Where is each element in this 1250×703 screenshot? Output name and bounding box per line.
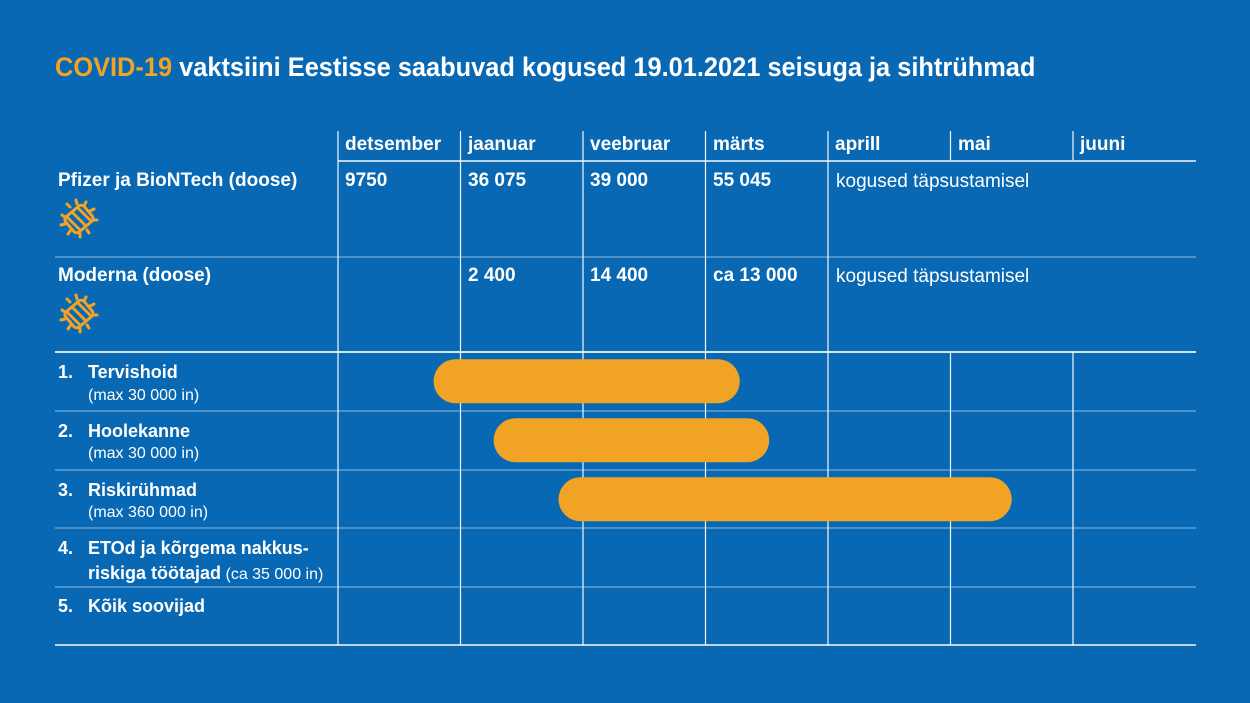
- month-label: mai: [958, 134, 991, 155]
- month-label: aprill: [835, 134, 881, 155]
- group-detail: (ca 35 000 in): [225, 566, 324, 583]
- group-name: Kõik soovijad: [88, 596, 206, 616]
- moderna-value: 2 400: [468, 265, 516, 286]
- title-rest: vaktsiini Eestisse saabuvad kogused 19.0…: [179, 52, 1036, 82]
- gantt-bar: [493, 418, 770, 463]
- group-number: 3.: [58, 480, 74, 500]
- moderna-note: kogused täpsustamisel: [836, 266, 1030, 287]
- gantt-bar: [433, 359, 740, 404]
- virus-icon: [56, 196, 102, 242]
- month-label: veebruar: [590, 134, 671, 155]
- group-detail: (max 30 000 in): [88, 387, 200, 404]
- month-label: detsember: [345, 134, 442, 155]
- month-label: märts: [713, 134, 765, 155]
- group-number: 2.: [58, 421, 74, 441]
- pfizer-value: 55 045: [713, 170, 772, 191]
- group-detail: (max 30 000 in): [88, 445, 200, 462]
- title-highlight: COVID-19: [55, 52, 173, 82]
- group-detail: (max 360 000 in): [88, 504, 209, 521]
- vaccine-name-pfizer: Pfizer ja BioNTech (doose): [58, 170, 298, 191]
- group-name: Tervishoid: [88, 362, 178, 382]
- group-name: ETOd ja kõrgema nakkus-: [88, 538, 309, 558]
- moderna-value: ca 13 000: [713, 265, 798, 286]
- pfizer-value: 39 000: [590, 170, 649, 191]
- group-name: Hoolekanne: [88, 421, 191, 441]
- group-name: Riskirühmad: [88, 480, 198, 500]
- pfizer-value: 36 075: [468, 170, 527, 191]
- pfizer-note: kogused täpsustamisel: [836, 171, 1030, 192]
- group-number: 4.: [58, 538, 74, 558]
- gantt-bar: [558, 477, 1012, 522]
- virus-icon: [56, 291, 102, 337]
- pfizer-value: 9750: [345, 170, 388, 191]
- month-label: jaanuar: [468, 134, 536, 155]
- group-number: 5.: [58, 596, 74, 616]
- month-label: juuni: [1080, 134, 1126, 155]
- vaccine-name-moderna: Moderna (doose): [58, 265, 212, 286]
- page-title: COVID-19 vaktsiini Eestisse saabuvad kog…: [55, 52, 1035, 83]
- moderna-value: 14 400: [590, 265, 649, 286]
- group-name: riskiga töötajad: [88, 563, 222, 583]
- group-name-line2: riskiga töötajad (ca 35 000 in): [88, 563, 323, 584]
- group-number: 1.: [58, 362, 74, 382]
